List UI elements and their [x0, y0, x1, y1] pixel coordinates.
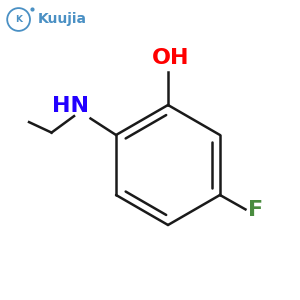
Text: K: K: [15, 15, 22, 24]
Text: HN: HN: [52, 96, 89, 116]
Text: Kuujia: Kuujia: [38, 13, 86, 26]
Text: OH: OH: [152, 47, 190, 68]
Text: F: F: [248, 200, 264, 220]
